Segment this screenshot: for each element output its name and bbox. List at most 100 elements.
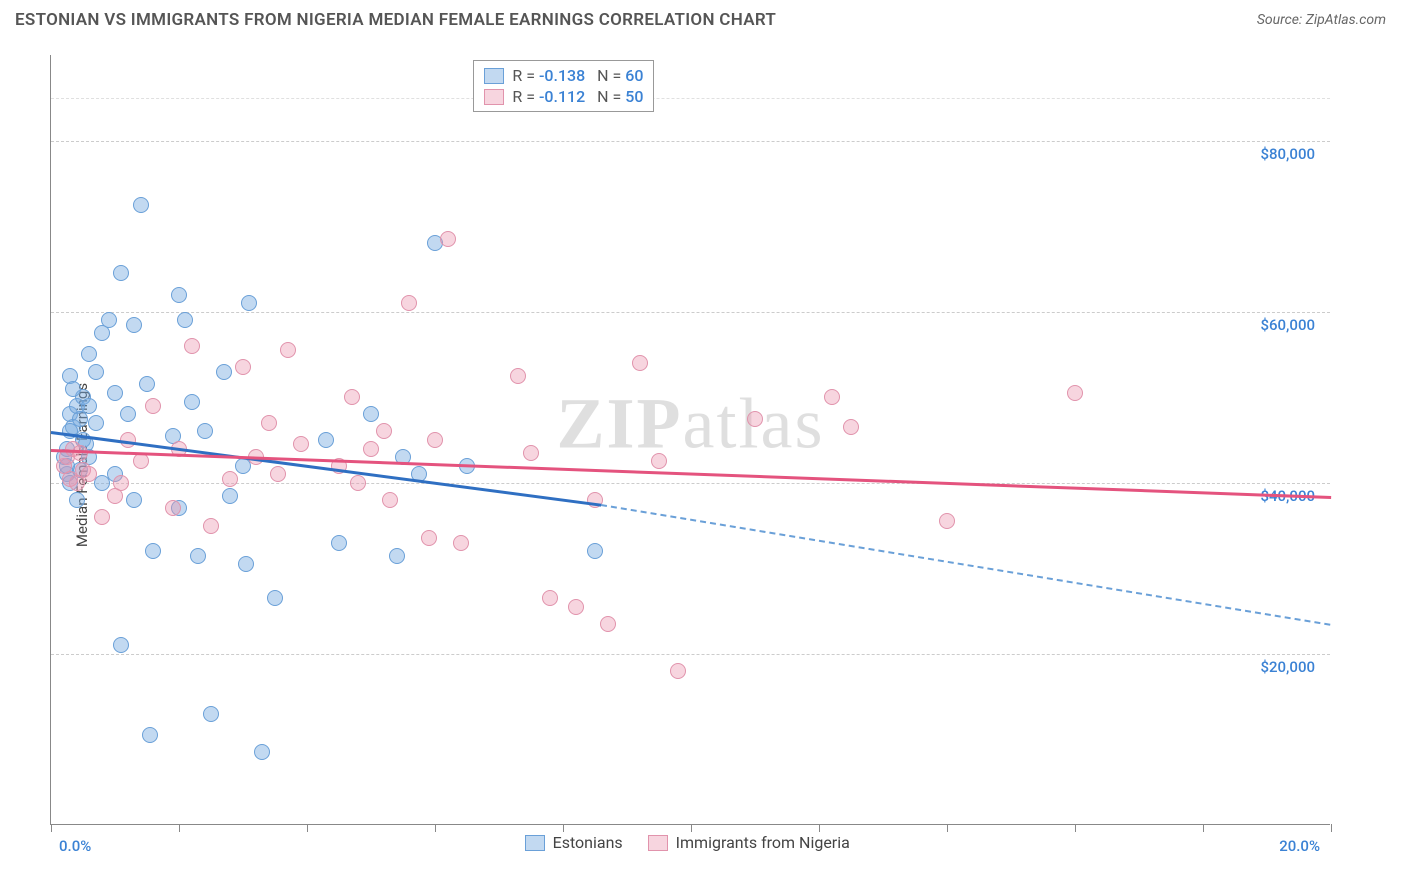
plot-area: ZIPatlas $20,000$40,000$60,000$80,0000.0…	[50, 55, 1330, 825]
x-tick	[435, 824, 436, 832]
legend-label: Estonians	[553, 833, 623, 852]
data-point	[363, 441, 379, 457]
x-tick	[691, 824, 692, 832]
data-point	[401, 295, 417, 311]
data-point	[101, 312, 117, 328]
data-point	[453, 535, 469, 551]
legend-swatch	[648, 835, 668, 851]
y-tick-label: $20,000	[1260, 658, 1315, 676]
data-point	[427, 432, 443, 448]
series-legend: Estonians Immigrants from Nigeria	[525, 833, 850, 852]
data-point	[139, 376, 155, 392]
data-point	[133, 453, 149, 469]
x-label-max: 20.0%	[1279, 837, 1320, 855]
x-tick	[563, 824, 564, 832]
data-point	[69, 492, 85, 508]
data-point	[165, 500, 181, 516]
legend-swatch	[525, 835, 545, 851]
data-point	[81, 398, 97, 414]
legend-swatch	[484, 89, 504, 105]
data-point	[843, 419, 859, 435]
data-point	[280, 342, 296, 358]
legend-row: R = -0.112 N = 50	[484, 86, 643, 107]
data-point	[203, 706, 219, 722]
chart-source: Source: ZipAtlas.com	[1257, 12, 1386, 28]
data-point	[587, 543, 603, 559]
data-point	[270, 466, 286, 482]
legend-item: Immigrants from Nigeria	[648, 833, 850, 852]
data-point	[190, 548, 206, 564]
data-point	[142, 727, 158, 743]
data-point	[344, 389, 360, 405]
data-point	[542, 590, 558, 606]
data-point	[72, 445, 88, 461]
y-tick-label: $80,000	[1260, 145, 1315, 163]
data-point	[203, 518, 219, 534]
data-point	[241, 295, 257, 311]
x-tick	[1203, 824, 1204, 832]
data-point	[216, 364, 232, 380]
grid-line	[51, 98, 1330, 99]
data-point	[126, 317, 142, 333]
data-point	[523, 445, 539, 461]
data-point	[1067, 385, 1083, 401]
data-point	[65, 381, 81, 397]
data-point	[94, 509, 110, 525]
data-point	[568, 599, 584, 615]
data-point	[376, 423, 392, 439]
data-point	[651, 453, 667, 469]
x-label-min: 0.0%	[59, 837, 91, 855]
x-tick	[51, 824, 52, 832]
y-tick-label: $60,000	[1260, 316, 1315, 334]
legend-stats: R = -0.138 N = 60	[512, 66, 643, 85]
data-point	[267, 590, 283, 606]
data-point	[107, 385, 123, 401]
data-point	[171, 287, 187, 303]
data-point	[600, 616, 616, 632]
data-point	[389, 548, 405, 564]
chart-title: ESTONIAN VS IMMIGRANTS FROM NIGERIA MEDI…	[15, 10, 776, 30]
data-point	[145, 398, 161, 414]
chart-container: Median Female Earnings ZIPatlas $20,000$…	[15, 45, 1390, 885]
x-tick	[1075, 824, 1076, 832]
x-tick	[179, 824, 180, 832]
data-point	[107, 488, 123, 504]
data-point	[293, 436, 309, 452]
legend-label: Immigrants from Nigeria	[676, 833, 850, 852]
grid-line	[51, 483, 1330, 484]
data-point	[238, 556, 254, 572]
watermark: ZIPatlas	[557, 383, 825, 466]
data-point	[254, 744, 270, 760]
data-point	[235, 359, 251, 375]
data-point	[177, 312, 193, 328]
data-point	[197, 423, 213, 439]
grid-line	[51, 312, 1330, 313]
data-point	[824, 389, 840, 405]
data-point	[318, 432, 334, 448]
data-point	[421, 530, 437, 546]
data-point	[88, 415, 104, 431]
data-point	[331, 535, 347, 551]
data-point	[126, 492, 142, 508]
correlation-legend: R = -0.138 N = 60R = -0.112 N = 50	[473, 60, 654, 112]
data-point	[88, 364, 104, 380]
legend-item: Estonians	[525, 833, 623, 852]
data-point	[510, 368, 526, 384]
x-tick	[819, 824, 820, 832]
chart-header: ESTONIAN VS IMMIGRANTS FROM NIGERIA MEDI…	[0, 0, 1406, 35]
data-point	[81, 346, 97, 362]
x-tick	[307, 824, 308, 832]
data-point	[350, 475, 366, 491]
data-point	[113, 265, 129, 281]
data-point	[363, 406, 379, 422]
data-point	[440, 231, 456, 247]
grid-line	[51, 141, 1330, 142]
data-point	[184, 394, 200, 410]
data-point	[939, 513, 955, 529]
data-point	[222, 471, 238, 487]
data-point	[133, 197, 149, 213]
x-tick	[947, 824, 948, 832]
data-point	[120, 406, 136, 422]
data-point	[184, 338, 200, 354]
data-point	[747, 411, 763, 427]
